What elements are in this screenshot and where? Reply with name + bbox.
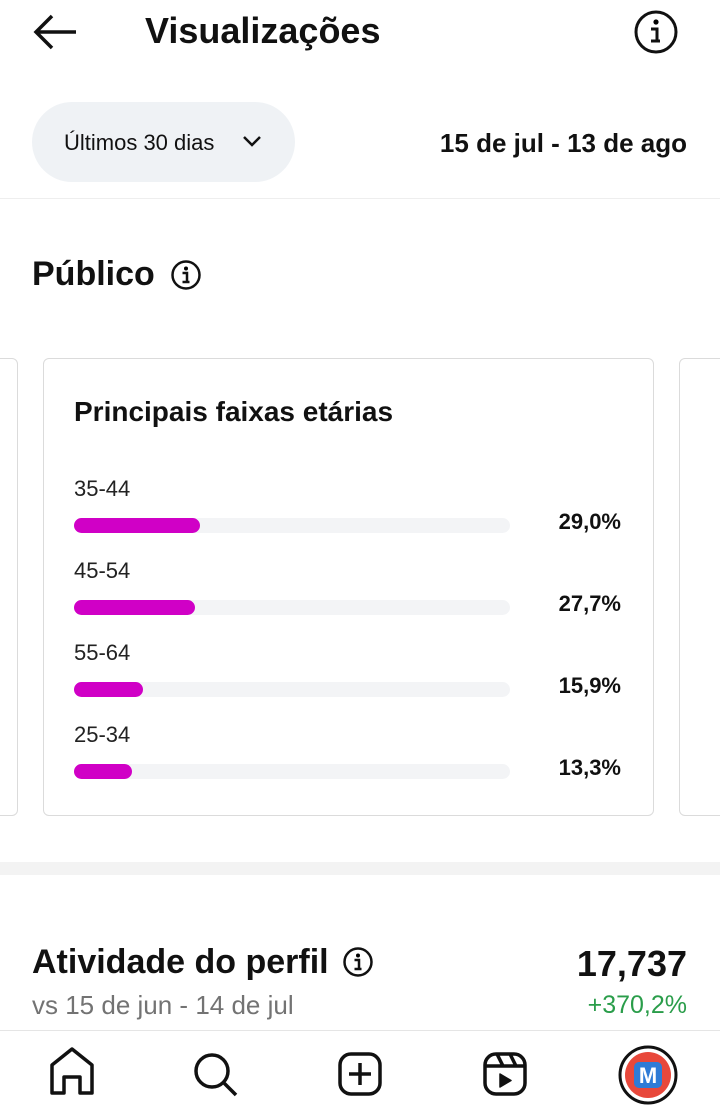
- period-selector[interactable]: [32, 102, 295, 182]
- search-tab[interactable]: [194, 1053, 238, 1097]
- bar-track: [74, 682, 510, 697]
- info-button[interactable]: [632, 8, 680, 56]
- profile-tab[interactable]: M: [618, 1045, 678, 1105]
- bar: [74, 600, 195, 615]
- bar-track: [74, 600, 510, 615]
- age-value: 29,0%: [558, 509, 621, 534]
- back-button[interactable]: [30, 12, 82, 52]
- activity-total: 17,737: [576, 943, 687, 984]
- age-value: 15,9%: [558, 673, 621, 698]
- reels-tab[interactable]: [483, 1052, 527, 1096]
- age-label: 55-64: [74, 640, 131, 665]
- date-range: 15 de jul - 13 de ago: [439, 128, 687, 158]
- divider: [0, 198, 720, 199]
- info-icon[interactable]: [342, 946, 374, 978]
- period-label[interactable]: Últimos 30 dias: [64, 130, 215, 155]
- info-icon[interactable]: [170, 259, 202, 291]
- activity-change: +370,2%: [587, 991, 687, 1019]
- age-label: 35-44: [74, 476, 131, 501]
- age-value: 27,7%: [558, 591, 621, 616]
- section-title: Público: [32, 255, 155, 293]
- svg-text:M: M: [639, 1063, 657, 1088]
- age-card: [43, 358, 654, 816]
- activity-comparison: vs 15 de jun - 14 de jul: [32, 990, 294, 1020]
- age-label: 25-34: [74, 722, 131, 747]
- prev-card[interactable]: [0, 358, 18, 816]
- dropdown-icon: [243, 136, 261, 147]
- home-tab[interactable]: [50, 1047, 94, 1095]
- next-card[interactable]: [679, 358, 720, 816]
- age-label: 45-54: [74, 558, 131, 583]
- age-value: 13,3%: [558, 755, 621, 780]
- bar-track: [74, 518, 510, 533]
- bar: [74, 682, 144, 697]
- bar: [74, 518, 201, 533]
- section-separator: [0, 862, 720, 875]
- create-tab[interactable]: [338, 1052, 382, 1096]
- page-title: Visualizações: [145, 10, 381, 51]
- activity-title: Atividade do perfil: [32, 943, 329, 981]
- bar: [74, 764, 132, 779]
- bar-track: [74, 764, 510, 779]
- nav-icons: M: [50, 1045, 678, 1105]
- card-title: Principais faixas etárias: [74, 396, 394, 427]
